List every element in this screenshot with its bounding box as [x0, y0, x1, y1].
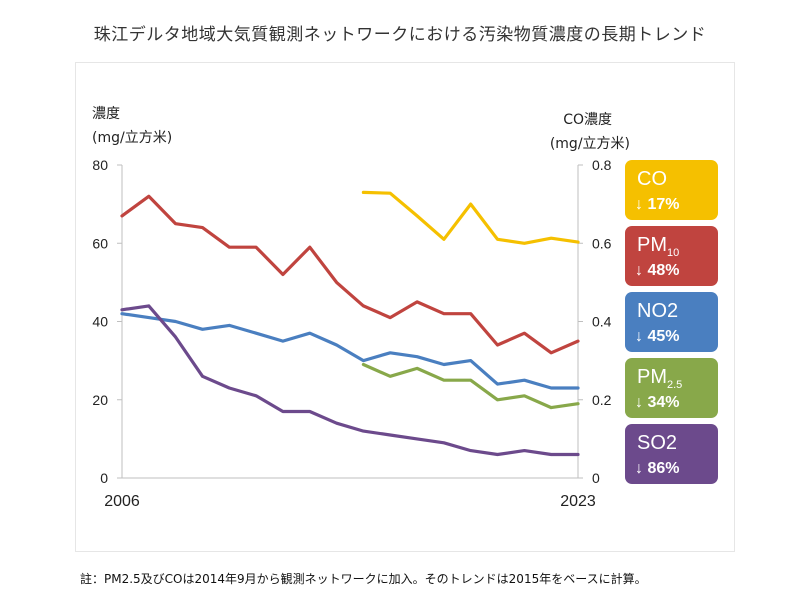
right-tick-label: 0.8 — [592, 157, 612, 173]
badge-label: PM10 — [637, 234, 679, 259]
left-axis-unit: (mg/立方米) — [92, 130, 172, 146]
badge-label-text: CO — [637, 168, 667, 190]
badge-label: SO2 — [637, 432, 677, 455]
series-line-pm25 — [361, 362, 580, 410]
axis-labels: 0 20 40 60 80 0 0.2 0.4 0.6 0.8 2006 2023 濃度 (mg/立方米)… — [92, 106, 630, 510]
badge-label-subscript: 10 — [667, 247, 680, 259]
legend-badge-pm25: PM2.5 ↓ 34% — [625, 358, 718, 418]
left-tick-label: 60 — [92, 235, 108, 251]
left-tick-label: 0 — [100, 470, 108, 486]
right-tick-label: 0.2 — [592, 392, 612, 408]
badge-change: ↓ 34% — [635, 394, 680, 411]
series-line-so2 — [120, 304, 580, 457]
right-tick-label: 0 — [592, 470, 600, 486]
badge-change: ↓ 86% — [635, 460, 680, 477]
left-tick-label: 20 — [92, 392, 108, 408]
series-line-no2 — [120, 312, 580, 390]
left-tick-label: 80 — [92, 157, 108, 173]
series-line-co — [361, 190, 580, 245]
badge-change: ↓ 45% — [635, 328, 680, 345]
right-axis-unit: (mg/立方米) — [550, 136, 630, 152]
badge-label-text: PM — [637, 234, 667, 256]
legend-badge-no2: NO2 ↓ 45% — [625, 292, 718, 352]
legend-badge-so2: SO2 ↓ 86% — [625, 424, 718, 484]
chart-title: 珠江デルタ地域大気質観測ネットワークにおける汚染物質濃度の長期トレンド — [93, 25, 707, 45]
badge-label: NO2 — [637, 300, 678, 323]
footnote: 註：PM2.5及びCOは2014年9月から観測ネットワークに加入。そのトレンドは… — [80, 572, 647, 586]
series-lines — [120, 190, 580, 457]
badge-label-text: SO2 — [637, 432, 678, 454]
right-tick-label: 0.4 — [592, 314, 612, 330]
left-axis-title: 濃度 — [92, 106, 120, 122]
badge-change: ↓ 17% — [635, 196, 680, 213]
badge-label-subscript: 2.5 — [667, 379, 683, 391]
series-line-pm10 — [120, 194, 580, 355]
legend-badge-co: CO ↓ 17% — [625, 160, 718, 220]
badge-label: PM2.5 — [637, 366, 682, 391]
x-tick-label: 2006 — [104, 493, 140, 510]
legend-badge-pm10: PM10 ↓ 48% — [625, 226, 718, 286]
badge-change: ↓ 48% — [635, 262, 680, 279]
badge-label: CO — [637, 168, 667, 191]
right-tick-label: 0.6 — [592, 235, 612, 251]
axes-group — [117, 164, 583, 479]
badge-label-text: NO2 — [637, 300, 679, 322]
left-tick-label: 40 — [92, 314, 108, 330]
x-tick-label: 2023 — [560, 493, 596, 510]
badge-label-text: PM — [637, 366, 667, 388]
right-axis-title: CO濃度 — [563, 112, 612, 128]
